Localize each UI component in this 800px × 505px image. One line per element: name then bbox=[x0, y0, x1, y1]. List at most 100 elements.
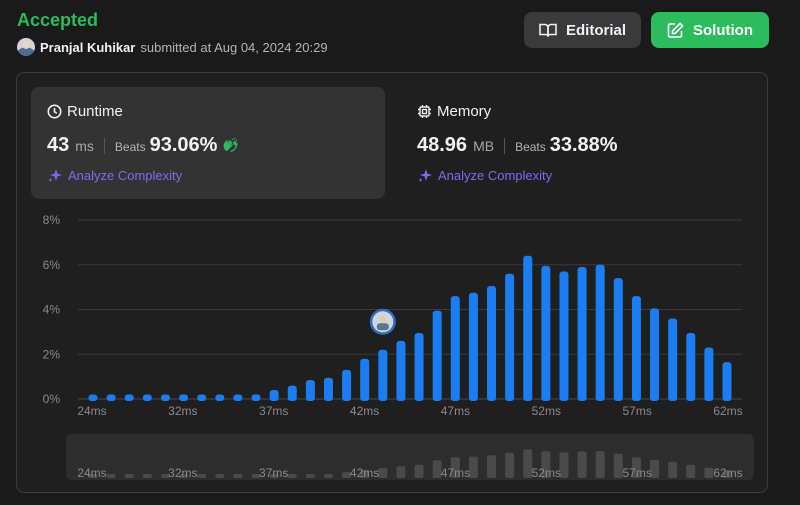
bar[interactable] bbox=[631, 296, 641, 401]
mini-bar bbox=[233, 474, 243, 478]
mini-bar bbox=[505, 452, 515, 478]
sparkle-icon bbox=[48, 169, 62, 182]
mini-bar bbox=[559, 452, 569, 478]
runtime-beats-label: Beats bbox=[114, 140, 146, 154]
y-tick-label: 0% bbox=[43, 392, 61, 406]
bar[interactable] bbox=[468, 292, 478, 401]
mini-bar bbox=[106, 474, 116, 478]
bar[interactable] bbox=[523, 255, 533, 401]
runtime-unit: ms bbox=[75, 138, 94, 154]
runtime-value: 43 bbox=[47, 134, 70, 156]
mini-x-tick-label: 52ms bbox=[532, 466, 561, 480]
mini-bar bbox=[215, 474, 225, 478]
memory-value: 48.96 bbox=[417, 134, 468, 156]
mini-bar bbox=[487, 455, 497, 478]
mini-bar bbox=[523, 449, 533, 478]
bar[interactable] bbox=[559, 271, 569, 401]
mini-bar bbox=[704, 467, 714, 478]
bar[interactable] bbox=[88, 394, 98, 401]
bar[interactable] bbox=[287, 385, 297, 401]
bar[interactable] bbox=[686, 332, 696, 401]
bar[interactable] bbox=[577, 266, 587, 401]
mini-bar bbox=[541, 451, 551, 478]
mini-bar bbox=[631, 457, 641, 478]
mini-x-tick-label: 24ms bbox=[77, 466, 106, 480]
submission-status: Accepted bbox=[17, 10, 99, 30]
mini-bar bbox=[396, 466, 406, 478]
avatar-body bbox=[376, 323, 389, 331]
bar[interactable] bbox=[305, 379, 315, 401]
bar[interactable] bbox=[722, 362, 732, 401]
x-tick-label: 52ms bbox=[532, 404, 561, 418]
bar[interactable] bbox=[668, 318, 678, 401]
memory-analyze-complexity[interactable]: Analyze Complexity bbox=[417, 167, 739, 183]
bar[interactable] bbox=[396, 340, 406, 401]
bar[interactable] bbox=[233, 394, 243, 401]
bar[interactable] bbox=[487, 286, 497, 401]
bar[interactable] bbox=[215, 394, 225, 401]
mini-bar bbox=[450, 457, 460, 478]
bar[interactable] bbox=[704, 347, 714, 401]
runtime-analyze-label: Analyze Complexity bbox=[68, 167, 183, 183]
runtime-card[interactable]: Runtime 43 ms Beats 93.06% Analyze Compl… bbox=[31, 87, 385, 199]
mini-x-tick-label: 42ms bbox=[350, 466, 379, 480]
bar[interactable] bbox=[541, 265, 551, 401]
mini-bar bbox=[160, 474, 170, 478]
chip-icon bbox=[418, 105, 431, 118]
bar[interactable] bbox=[251, 394, 261, 401]
x-tick-label: 42ms bbox=[350, 404, 379, 418]
mini-x-tick-label: 32ms bbox=[168, 466, 197, 480]
mini-bar bbox=[251, 474, 261, 478]
memory-card[interactable]: Memory 48.96 MB Beats 33.88% Analyze Com… bbox=[401, 87, 755, 199]
bar[interactable] bbox=[179, 394, 189, 401]
y-tick-label: 6% bbox=[43, 258, 61, 272]
clapping-hands-icon bbox=[224, 137, 239, 153]
mini-bar bbox=[432, 460, 442, 478]
mini-bar bbox=[577, 451, 587, 478]
sparkle-icon bbox=[418, 169, 432, 182]
editorial-button[interactable]: Editorial bbox=[524, 12, 641, 48]
avatar-head bbox=[379, 315, 387, 323]
mini-bar bbox=[305, 474, 315, 478]
bar[interactable] bbox=[269, 390, 279, 401]
bar[interactable] bbox=[142, 394, 152, 401]
bar[interactable] bbox=[450, 296, 460, 401]
solution-button[interactable]: Solution bbox=[651, 12, 769, 48]
mini-bar bbox=[323, 473, 333, 478]
mini-bar bbox=[342, 472, 352, 478]
bar[interactable] bbox=[595, 264, 605, 401]
bar[interactable] bbox=[160, 394, 170, 401]
mini-bar bbox=[179, 474, 189, 478]
memory-analyze-label: Analyze Complexity bbox=[438, 167, 553, 183]
bar[interactable] bbox=[505, 273, 515, 401]
bar[interactable] bbox=[613, 278, 623, 401]
bar[interactable] bbox=[360, 358, 370, 401]
runtime-beats-value: 93.06% bbox=[149, 134, 218, 156]
submission-info: Pranjal Kuhikar submitted at Aug 04, 202… bbox=[17, 38, 328, 56]
bar[interactable] bbox=[414, 332, 424, 401]
edit-icon bbox=[667, 21, 684, 38]
y-tick-label: 4% bbox=[43, 303, 61, 317]
x-tick-label: 62ms bbox=[713, 404, 742, 418]
bar[interactable] bbox=[323, 377, 333, 401]
runtime-analyze-complexity[interactable]: Analyze Complexity bbox=[47, 167, 369, 183]
bar[interactable] bbox=[342, 369, 352, 401]
y-tick-label: 2% bbox=[43, 347, 61, 361]
mini-bar bbox=[88, 474, 98, 478]
mini-bar bbox=[378, 468, 388, 478]
user-avatar[interactable] bbox=[17, 38, 35, 56]
mini-x-tick-label: 57ms bbox=[622, 466, 651, 480]
divider bbox=[504, 137, 506, 154]
mini-bar bbox=[360, 469, 370, 478]
bar[interactable] bbox=[650, 308, 660, 401]
bar[interactable] bbox=[106, 394, 116, 401]
bar[interactable] bbox=[124, 394, 134, 401]
x-tick-label: 37ms bbox=[259, 404, 288, 418]
bar[interactable] bbox=[378, 349, 388, 401]
bar[interactable] bbox=[197, 394, 207, 401]
username-link[interactable]: Pranjal Kuhikar bbox=[40, 39, 136, 55]
mini-bar bbox=[124, 474, 134, 478]
bar[interactable] bbox=[432, 310, 442, 401]
memory-unit: MB bbox=[473, 138, 495, 154]
